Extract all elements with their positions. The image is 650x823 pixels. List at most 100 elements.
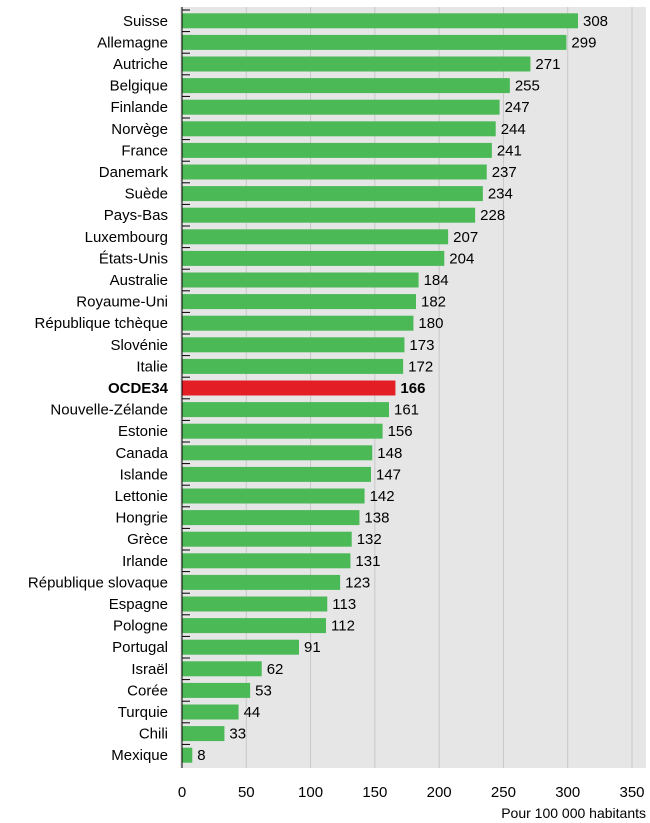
bar: [182, 315, 414, 331]
value-label: 53: [255, 682, 272, 699]
value-label: 113: [332, 596, 356, 613]
value-label: 172: [408, 358, 433, 375]
category-label: Pologne: [113, 618, 168, 635]
x-tick-label: 50: [238, 784, 255, 801]
value-label: 8: [197, 747, 205, 764]
bar: [182, 99, 500, 115]
category-label: Slovénie: [110, 337, 168, 354]
value-label: 234: [488, 186, 513, 203]
value-label: 166: [400, 380, 425, 397]
value-label: 161: [394, 402, 419, 419]
value-label: 228: [480, 207, 505, 224]
bar: [182, 34, 567, 50]
bar: [182, 272, 419, 288]
category-label: Estonie: [118, 423, 168, 440]
bar: [182, 596, 328, 612]
bar: [182, 661, 262, 677]
category-label: Lettonie: [115, 488, 168, 505]
value-label: 180: [418, 315, 443, 332]
category-label: Portugal: [112, 639, 168, 656]
bar: [182, 531, 352, 547]
value-label: 255: [515, 78, 540, 95]
x-tick-label: 150: [362, 784, 387, 801]
value-label: 91: [304, 639, 321, 656]
bar: [182, 250, 445, 266]
bar: [182, 445, 373, 461]
bar: [182, 229, 449, 245]
bar: [182, 142, 492, 158]
value-label: 156: [388, 423, 413, 440]
category-label: Hongrie: [115, 510, 168, 527]
value-label: 138: [364, 510, 389, 527]
bar: [182, 402, 389, 418]
value-label: 33: [229, 726, 246, 743]
bar: [182, 13, 578, 29]
bar: [182, 726, 225, 742]
bar: [182, 121, 496, 137]
category-label: Turquie: [118, 704, 168, 721]
value-label: 204: [449, 250, 474, 267]
bar: [182, 78, 510, 94]
bar: [182, 618, 326, 634]
bar: [182, 207, 476, 223]
value-label: 131: [355, 553, 380, 570]
bar: [182, 337, 405, 353]
x-tick-label: 200: [427, 784, 452, 801]
bar: [182, 682, 251, 698]
bar: [182, 704, 239, 720]
value-label: 299: [571, 34, 596, 51]
value-label: 147: [376, 466, 401, 483]
value-label: 237: [492, 164, 517, 181]
category-label: Australie: [110, 272, 168, 289]
category-label: Norvège: [111, 121, 168, 138]
category-label: République slovaque: [28, 574, 168, 591]
x-axis-unit-label: Pour 100 000 habitants: [501, 805, 646, 821]
category-label: Irlande: [122, 553, 168, 570]
bar: [182, 639, 299, 655]
category-label: Espagne: [109, 596, 168, 613]
category-label: Israël: [131, 661, 168, 678]
category-label: OCDE34: [108, 380, 169, 397]
category-label: Royaume-Uni: [76, 294, 168, 311]
x-axis-ticks: 0 50 100 150 200 250 300 350: [178, 784, 645, 801]
category-label: Corée: [127, 682, 168, 699]
bar-highlight: [182, 380, 396, 396]
bar: [182, 574, 341, 590]
bar: [182, 186, 483, 202]
category-label: Suisse: [123, 13, 168, 30]
x-tick-label: 100: [298, 784, 323, 801]
value-label: 44: [244, 704, 261, 721]
value-label: 271: [535, 56, 560, 73]
bar: [182, 358, 404, 374]
category-label: Chili: [139, 726, 168, 743]
value-label: 207: [453, 229, 478, 246]
value-label: 132: [357, 531, 382, 548]
bar: [182, 423, 383, 439]
category-label: États-Unis: [99, 250, 168, 267]
category-label: Belgique: [110, 78, 168, 95]
category-labels: Suisse Allemagne Autriche Belgique Finlande N…: [28, 13, 169, 764]
category-label: Grèce: [127, 531, 168, 548]
bar: [182, 488, 365, 504]
value-label: 148: [377, 445, 402, 462]
category-label: Finlande: [110, 99, 168, 116]
bar: [182, 466, 371, 482]
category-label: Nouvelle-Zélande: [50, 402, 168, 419]
x-tick-label: 350: [619, 784, 644, 801]
bar: [182, 294, 416, 310]
value-label: 182: [421, 294, 446, 311]
category-label: Mexique: [111, 747, 168, 764]
category-label: Danemark: [99, 164, 169, 181]
category-label: Canada: [115, 445, 168, 462]
value-label: 247: [505, 99, 530, 116]
x-tick-label: 0: [178, 784, 186, 801]
category-label: Italie: [136, 358, 168, 375]
category-label: République tchèque: [35, 315, 168, 332]
value-label: 184: [424, 272, 449, 289]
category-label: Islande: [120, 466, 168, 483]
bar: [182, 164, 487, 180]
value-label: 62: [267, 661, 284, 678]
bar: [182, 553, 351, 569]
value-label: 241: [497, 142, 522, 159]
bar: [182, 510, 360, 526]
